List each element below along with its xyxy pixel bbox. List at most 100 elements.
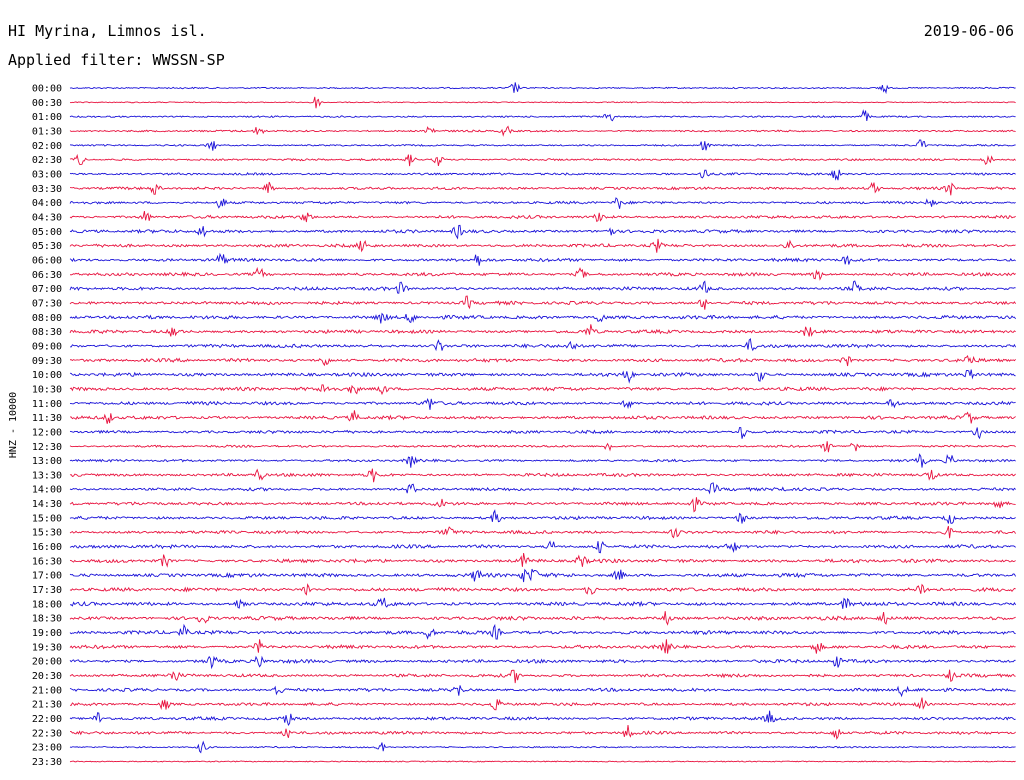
trace-line [69,760,1016,763]
trace-line [69,153,1016,167]
trace-line [69,509,1016,524]
trace-line [69,181,1016,196]
date-label: 2019-06-06 [924,22,1014,40]
time-tick-label: 14:30 [32,499,62,510]
trace-line [69,266,1016,281]
time-tick-label: 22:30 [32,728,62,739]
time-tick-label: 06:00 [32,255,62,266]
time-tick-label: 12:30 [32,442,62,453]
time-tick-label: 18:00 [32,599,62,610]
trace-line [69,597,1016,609]
trace-line [69,552,1016,568]
trace-line [69,398,1016,410]
time-tick-label: 01:00 [32,112,62,123]
trace-line [69,697,1016,711]
time-tick-label: 09:00 [32,341,62,352]
time-tick-label: 02:30 [32,155,62,166]
time-tick-label: 13:30 [32,470,62,481]
trace-line [69,210,1016,223]
time-tick-label: 15:30 [32,528,62,539]
trace-line [69,109,1016,122]
trace-line [69,639,1016,654]
station-title: HI Myrina, Limnos isl. [8,22,207,40]
trace-line [69,685,1016,698]
trace-line [69,482,1016,495]
time-tick-label: 01:30 [32,126,62,137]
time-tick-label: 11:00 [32,399,62,410]
trace-line [69,238,1016,253]
trace-line [69,468,1016,483]
y-axis-label: HNZ - 10000 [8,392,19,458]
time-tick-label: 05:30 [32,241,62,252]
trace-line [69,295,1016,310]
trace-line [69,740,1016,754]
trace-line [69,324,1016,337]
time-tick-label: 08:30 [32,327,62,338]
trace-line [69,441,1016,453]
trace-line [69,252,1016,266]
trace-line [69,312,1016,324]
time-tick-label: 16:30 [32,556,62,567]
time-tick-label: 21:00 [32,685,62,696]
trace-line [69,82,1016,95]
trace-line [69,384,1016,396]
trace-line [69,525,1016,539]
time-tick-label: 07:30 [32,298,62,309]
trace-line [69,96,1016,109]
time-tick-label: 19:00 [32,628,62,639]
time-tick-label: 13:00 [32,456,62,467]
time-tick-label: 10:30 [32,384,62,395]
time-tick-label: 20:30 [32,671,62,682]
trace-line [69,224,1016,240]
time-tick-label: 23:30 [32,757,62,768]
time-tick-label: 22:00 [32,714,62,725]
time-tick-label: 17:30 [32,585,62,596]
trace-line [69,125,1016,137]
trace-line [69,338,1017,352]
trace-line [69,169,1016,181]
time-tick-label: 17:00 [32,571,62,582]
trace-line [69,568,1016,583]
time-tick-label: 16:00 [32,542,62,553]
trace-line [70,724,1016,740]
trace-line [69,611,1016,626]
time-tick-label: 06:30 [32,270,62,281]
time-tick-label: 05:00 [32,227,62,238]
trace-line [69,410,1016,424]
time-tick-label: 15:00 [32,513,62,524]
time-tick-label: 10:00 [32,370,62,381]
time-tick-label: 19:30 [32,642,62,653]
time-tick-label: 11:30 [32,413,62,424]
trace-line [69,139,1016,151]
trace-line [69,540,1016,554]
trace-line [69,280,1016,294]
time-tick-label: 12:00 [32,427,62,438]
time-tick-label: 18:30 [32,614,62,625]
time-tick-label: 02:00 [32,141,62,152]
time-tick-label: 04:00 [32,198,62,209]
trace-line [69,453,1016,468]
time-tick-label: 21:30 [32,700,62,711]
time-tick-label: 14:00 [32,485,62,496]
trace-line [69,354,1016,367]
time-tick-label: 07:00 [32,284,62,295]
time-tick-label: 03:00 [32,169,62,180]
time-tick-label: 04:30 [32,212,62,223]
tick-labels: 00:00 00:30 01:00 01:30 02:00 02:30 03:00 03:30… [32,84,62,769]
trace-group [69,82,1017,763]
time-tick-label: 09:30 [32,356,62,367]
trace-line [69,623,1016,640]
time-tick-label: 20:00 [32,657,62,668]
trace-line [69,710,1016,726]
trace-line [69,426,1016,440]
time-tick-label: 00:00 [32,84,62,95]
time-tick-label: 23:00 [32,743,62,754]
filter-label: Applied filter: WWSSN-SP [8,51,225,69]
trace-line [69,583,1016,596]
trace-line [69,369,1016,384]
trace-line [69,669,1016,684]
time-tick-label: 00:30 [32,98,62,109]
trace-line [69,497,1016,513]
time-tick-label: 08:00 [32,313,62,324]
